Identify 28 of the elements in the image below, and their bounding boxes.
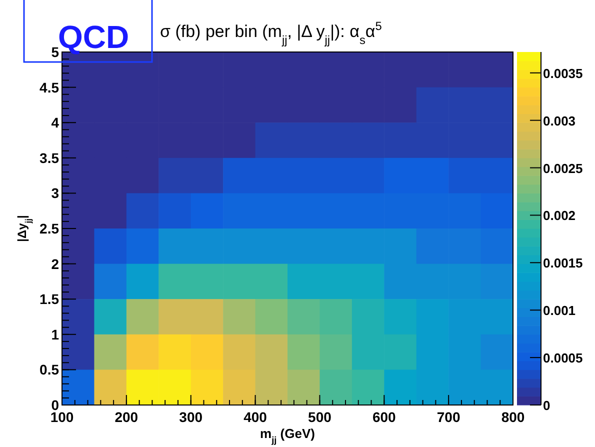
color-bar-label: 0.002 <box>543 208 576 224</box>
color-bar-label: 0.0015 <box>543 256 583 271</box>
color-bar-label: 0.0025 <box>543 160 583 176</box>
color-bar-label: 0.003 <box>543 113 576 128</box>
annotation: QCD <box>58 19 130 55</box>
x-tick-label: 500 <box>308 409 332 425</box>
y-tick-label: 1 <box>51 326 60 342</box>
color-bar-label: 0.0035 <box>543 66 583 81</box>
y-tick-label: 2 <box>51 256 60 272</box>
color-bar-label: 0.0005 <box>543 350 583 366</box>
y-tick-label: 1.5 <box>40 291 60 308</box>
x-tick-label: 400 <box>244 409 268 425</box>
y-tick-label: 3 <box>51 185 60 202</box>
x-axis-title: m$_{jj}$ (GeV) <box>260 426 315 445</box>
y-tick-label: 4 <box>51 114 60 131</box>
x-tick-label: 800 <box>501 409 525 425</box>
y-tick-label: 4.5 <box>40 79 60 96</box>
x-tick-label: 200 <box>114 409 138 425</box>
y-tick-label: 5 <box>51 44 60 60</box>
y-tick-label: 3.5 <box>40 150 60 166</box>
color-bar-label: 0.001 <box>543 303 576 318</box>
x-tick-label: 600 <box>372 409 396 425</box>
x-tick-label: 700 <box>436 409 460 425</box>
y-tick-label: 0.5 <box>40 362 60 378</box>
x-tick-label: 300 <box>179 409 203 425</box>
y-tick-label: 2.5 <box>40 220 60 236</box>
color-bar-label: 0 <box>543 398 550 413</box>
chart-title: σ (fb) per bin (m$_{jj}$, |Δ y$_{jj}$|): α$_{s}$α$^{5}$ <box>160 19 382 47</box>
